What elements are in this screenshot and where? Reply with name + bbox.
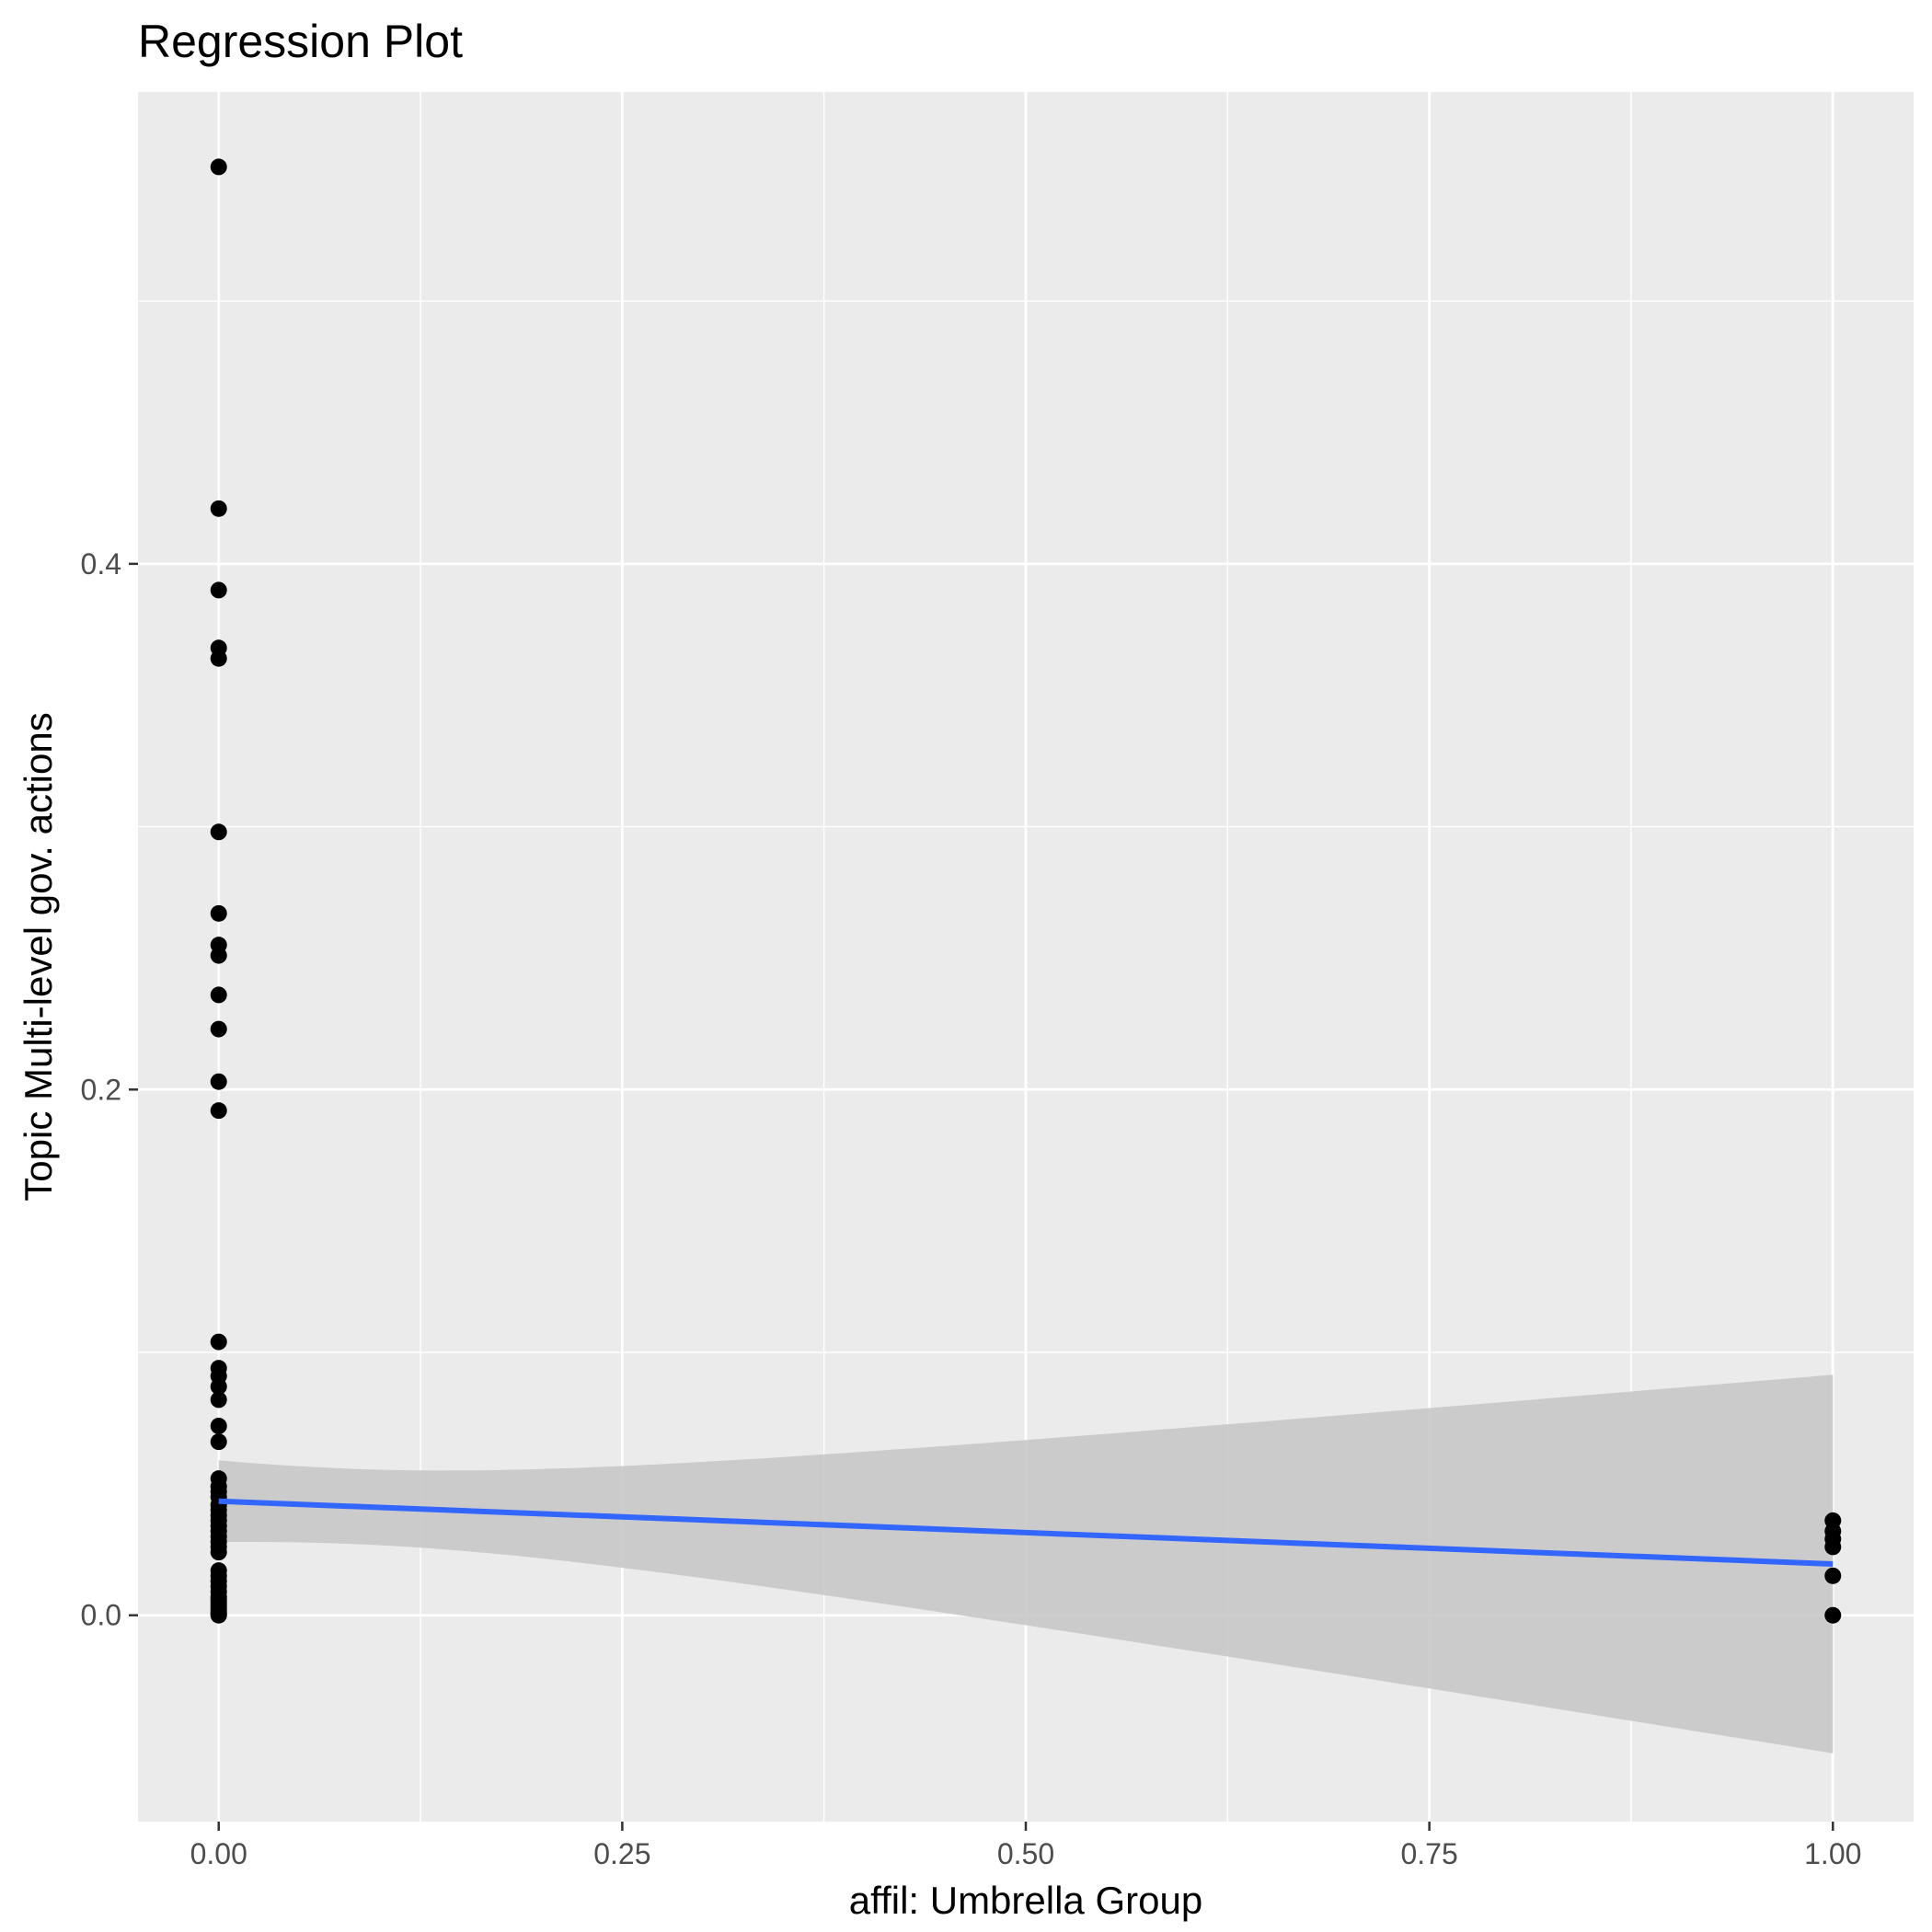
data-point: [210, 1378, 227, 1396]
x-axis-title: affil: Umbrella Group: [849, 1879, 1202, 1922]
data-point: [210, 1020, 227, 1038]
y-tick-label: 0.2: [81, 1073, 121, 1106]
data-point: [210, 1418, 227, 1434]
y-tick-label: 0.0: [81, 1599, 121, 1632]
y-axis-title: Topic Multi-level gov. actions: [17, 712, 60, 1201]
data-point: [210, 158, 227, 176]
data-point: [1824, 1538, 1842, 1556]
y-axis-ticks: 0.0 0.2 0.4: [81, 547, 138, 1632]
data-point: [210, 1606, 227, 1624]
data-point: [210, 1102, 227, 1120]
y-tick-label: 0.4: [81, 547, 121, 581]
data-point: [1824, 1567, 1842, 1584]
data-point: [210, 581, 227, 599]
data-point: [210, 986, 227, 1004]
x-tick-label: 0.50: [997, 1837, 1054, 1870]
data-point: [1824, 1606, 1842, 1624]
confidence-band-layer: [218, 1374, 1834, 1754]
data-point: [210, 500, 227, 517]
data-point: [210, 650, 227, 667]
data-point: [210, 904, 227, 922]
data-point: [210, 1544, 227, 1561]
x-tick-label: 1.00: [1804, 1837, 1861, 1870]
regression-line: [218, 1498, 1834, 1567]
x-tick-label: 0.75: [1400, 1837, 1457, 1870]
regression-line-layer: [218, 1498, 1834, 1567]
x-tick-label: 0.00: [190, 1837, 247, 1870]
x-tick-label: 0.25: [593, 1837, 650, 1870]
x-axis-ticks: 0.00 0.25 0.50 0.75 1.00: [190, 1822, 1861, 1870]
data-point: [210, 823, 227, 841]
data-point: [210, 1391, 227, 1409]
data-point: [210, 1433, 227, 1451]
data-point: [210, 947, 227, 964]
chart-title: Regression Plot: [138, 16, 463, 67]
data-point: [210, 1333, 227, 1351]
data-point: [210, 1073, 227, 1090]
confidence-band: [218, 1374, 1834, 1754]
